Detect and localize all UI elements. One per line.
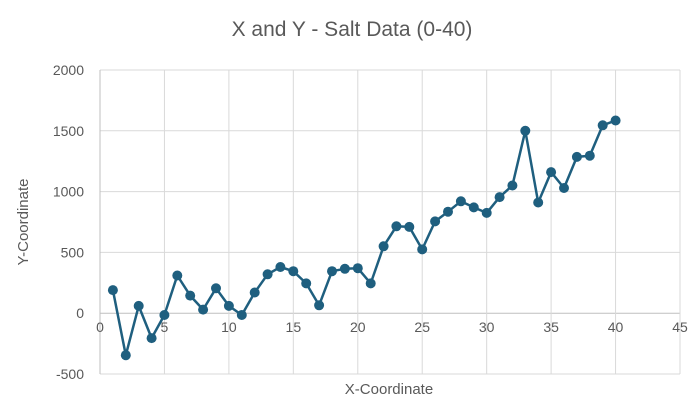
data-point	[223, 300, 234, 311]
data-point	[571, 151, 582, 162]
data-point	[365, 278, 376, 289]
data-point	[610, 115, 621, 126]
x-tick-label: 10	[221, 319, 237, 335]
data-point	[301, 278, 312, 289]
data-point	[584, 150, 595, 161]
data-point	[520, 125, 531, 136]
data-point	[481, 207, 492, 218]
data-point	[314, 300, 325, 311]
data-point	[339, 263, 350, 274]
chart-title: X and Y - Salt Data (0-40)	[232, 18, 473, 41]
data-point	[507, 180, 518, 191]
data-point	[275, 262, 286, 272]
data-point	[249, 287, 260, 298]
data-point	[146, 333, 157, 344]
data-point	[559, 183, 569, 193]
x-tick-label: 20	[350, 319, 366, 335]
y-tick-label: 2000	[53, 62, 84, 78]
data-point	[468, 202, 479, 213]
data-point	[443, 206, 453, 217]
x-tick-label: 25	[414, 319, 430, 335]
x-tick-label: 5	[161, 319, 169, 335]
data-point	[430, 216, 441, 227]
x-tick-label: 40	[608, 319, 624, 335]
y-tick-label: -500	[56, 366, 84, 382]
y-tick-label: 1500	[53, 123, 84, 139]
data-point	[211, 283, 221, 294]
data-point	[533, 197, 544, 208]
x-tick-label: 15	[286, 319, 302, 335]
series-layer	[107, 115, 621, 361]
data-point	[391, 221, 402, 232]
data-point	[455, 196, 466, 207]
grid-layer	[99, 69, 681, 375]
data-point	[378, 241, 389, 252]
x-tick-label: 35	[543, 319, 559, 335]
tick-labels: -500 0 500 1000 1500 2000 0 5 10 15 20 25 30 35 40 45	[53, 62, 688, 382]
data-point	[107, 285, 118, 296]
data-point	[120, 350, 131, 361]
data-point	[352, 263, 363, 274]
x-tick-label: 30	[479, 319, 495, 335]
data-point	[494, 192, 505, 203]
series-line	[111, 119, 617, 357]
data-point	[185, 290, 196, 301]
data-point	[288, 266, 299, 277]
data-point	[597, 120, 608, 131]
data-point	[546, 167, 557, 178]
data-point	[172, 270, 183, 281]
y-tick-label: 0	[76, 305, 84, 321]
y-axis-title: Y-Coordinate	[15, 178, 32, 265]
data-point	[159, 310, 170, 320]
x-tick-label: 45	[672, 319, 688, 335]
data-point	[133, 300, 144, 311]
x-axis-title: X-Coordinate	[345, 381, 433, 398]
data-point	[404, 221, 415, 232]
x-tick-label: 0	[96, 319, 104, 335]
y-tick-label: 1000	[53, 184, 84, 200]
data-point	[262, 269, 273, 280]
y-tick-label: 500	[61, 244, 85, 260]
data-point	[236, 310, 247, 320]
data-point	[327, 266, 337, 277]
data-point	[198, 304, 209, 315]
data-point	[417, 244, 428, 255]
